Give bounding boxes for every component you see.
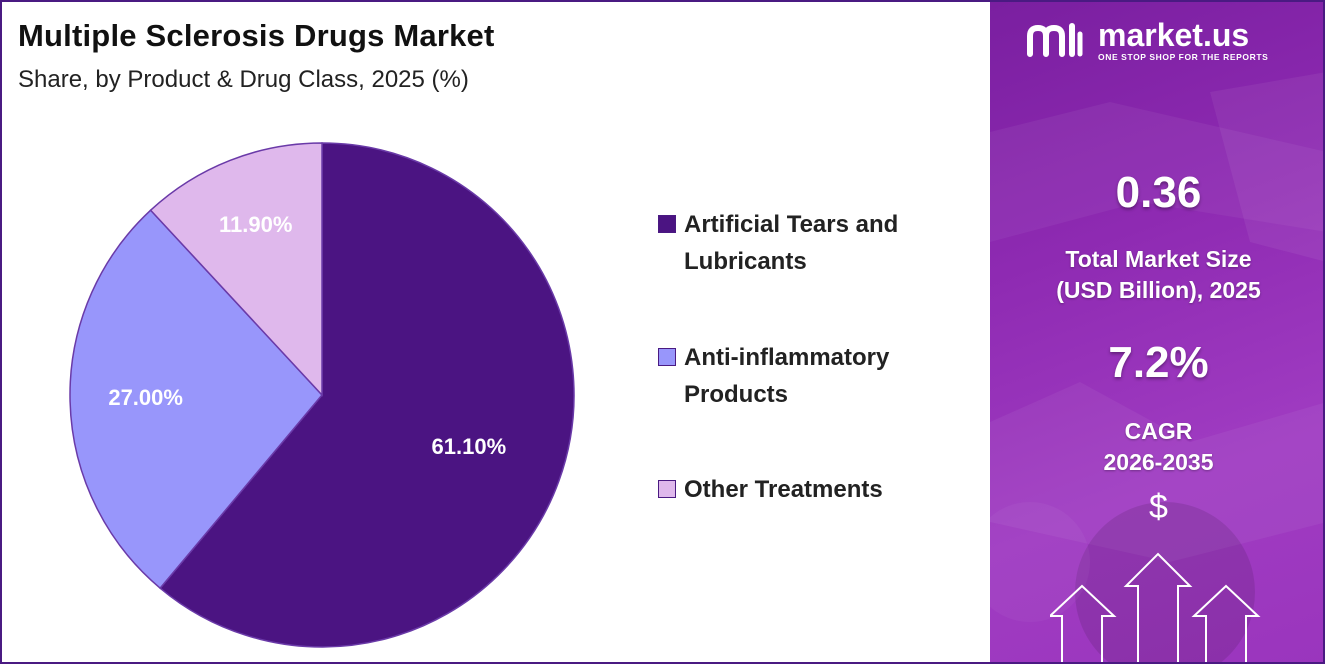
- pie-chart: 61.10% 27.00% 11.90%: [69, 142, 575, 648]
- cagr-value: 7.2%: [1108, 338, 1209, 387]
- data-label-other-treatments: 11.90%: [219, 212, 292, 237]
- data-label-artificial-tears: 61.10%: [432, 434, 507, 459]
- legend-label-line: Products: [684, 381, 789, 408]
- chart-title: Multiple Sclerosis Drugs Market: [18, 18, 495, 53]
- pie-slice-other-treatments: [149, 142, 323, 397]
- panel-background-decoration: [990, 72, 1323, 662]
- legend-label-line: Lubricants: [684, 248, 807, 275]
- legend-swatch-other-treatments: [658, 480, 676, 498]
- summary-panel: market.us ONE STOP SHOP FOR THE REPORTS …: [990, 2, 1323, 662]
- cagr-label-line: 2026-2035: [1103, 449, 1214, 475]
- pie-slice-artificial-tears: [159, 142, 575, 648]
- legend-swatch-anti-inflammatory: [658, 348, 676, 366]
- growth-arrows-icon: [1050, 552, 1261, 662]
- brand-tagline: ONE STOP SHOP FOR THE REPORTS: [1098, 52, 1269, 62]
- legend-label-line: Artificial Tears and: [684, 211, 899, 238]
- cagr-label-line: CAGR: [1124, 418, 1193, 444]
- chart-subtitle: Share, by Product & Drug Class, 2025 (%): [18, 66, 469, 93]
- market-size-label-line: (USD Billion), 2025: [1056, 277, 1261, 303]
- legend-item-artificial-tears: Artificial Tears and Lubricants: [658, 206, 964, 280]
- market-size-label: Total Market Size (USD Billion), 2025: [990, 244, 1323, 306]
- market-size-value: 0.36: [1115, 168, 1202, 217]
- dollar-icon: $: [1149, 488, 1168, 526]
- legend-label-line: Anti-inflammatory: [684, 344, 890, 371]
- legend-label-artificial-tears: Artificial Tears and Lubricants: [684, 206, 964, 280]
- brand-name: market.us: [1098, 17, 1250, 53]
- legend-label-line: Other Treatments: [684, 476, 883, 503]
- legend-label-anti-inflammatory: Anti-inflammatory Products: [684, 339, 964, 413]
- legend-item-other-treatments: Other Treatments: [658, 471, 964, 508]
- market-size-label-line: Total Market Size: [1065, 246, 1252, 272]
- legend-swatch-artificial-tears: [658, 215, 676, 233]
- pie-slice-anti-inflammatory: [69, 209, 323, 590]
- legend-item-anti-inflammatory: Anti-inflammatory Products: [658, 339, 964, 413]
- cagr-label: CAGR 2026-2035: [990, 416, 1323, 478]
- brand-logo: market.us ONE STOP SHOP FOR THE REPORTS: [1026, 18, 1268, 62]
- legend-label-other-treatments: Other Treatments: [684, 471, 964, 508]
- data-label-anti-inflammatory: 27.00%: [108, 385, 183, 410]
- market-us-logo-icon: [1027, 23, 1083, 57]
